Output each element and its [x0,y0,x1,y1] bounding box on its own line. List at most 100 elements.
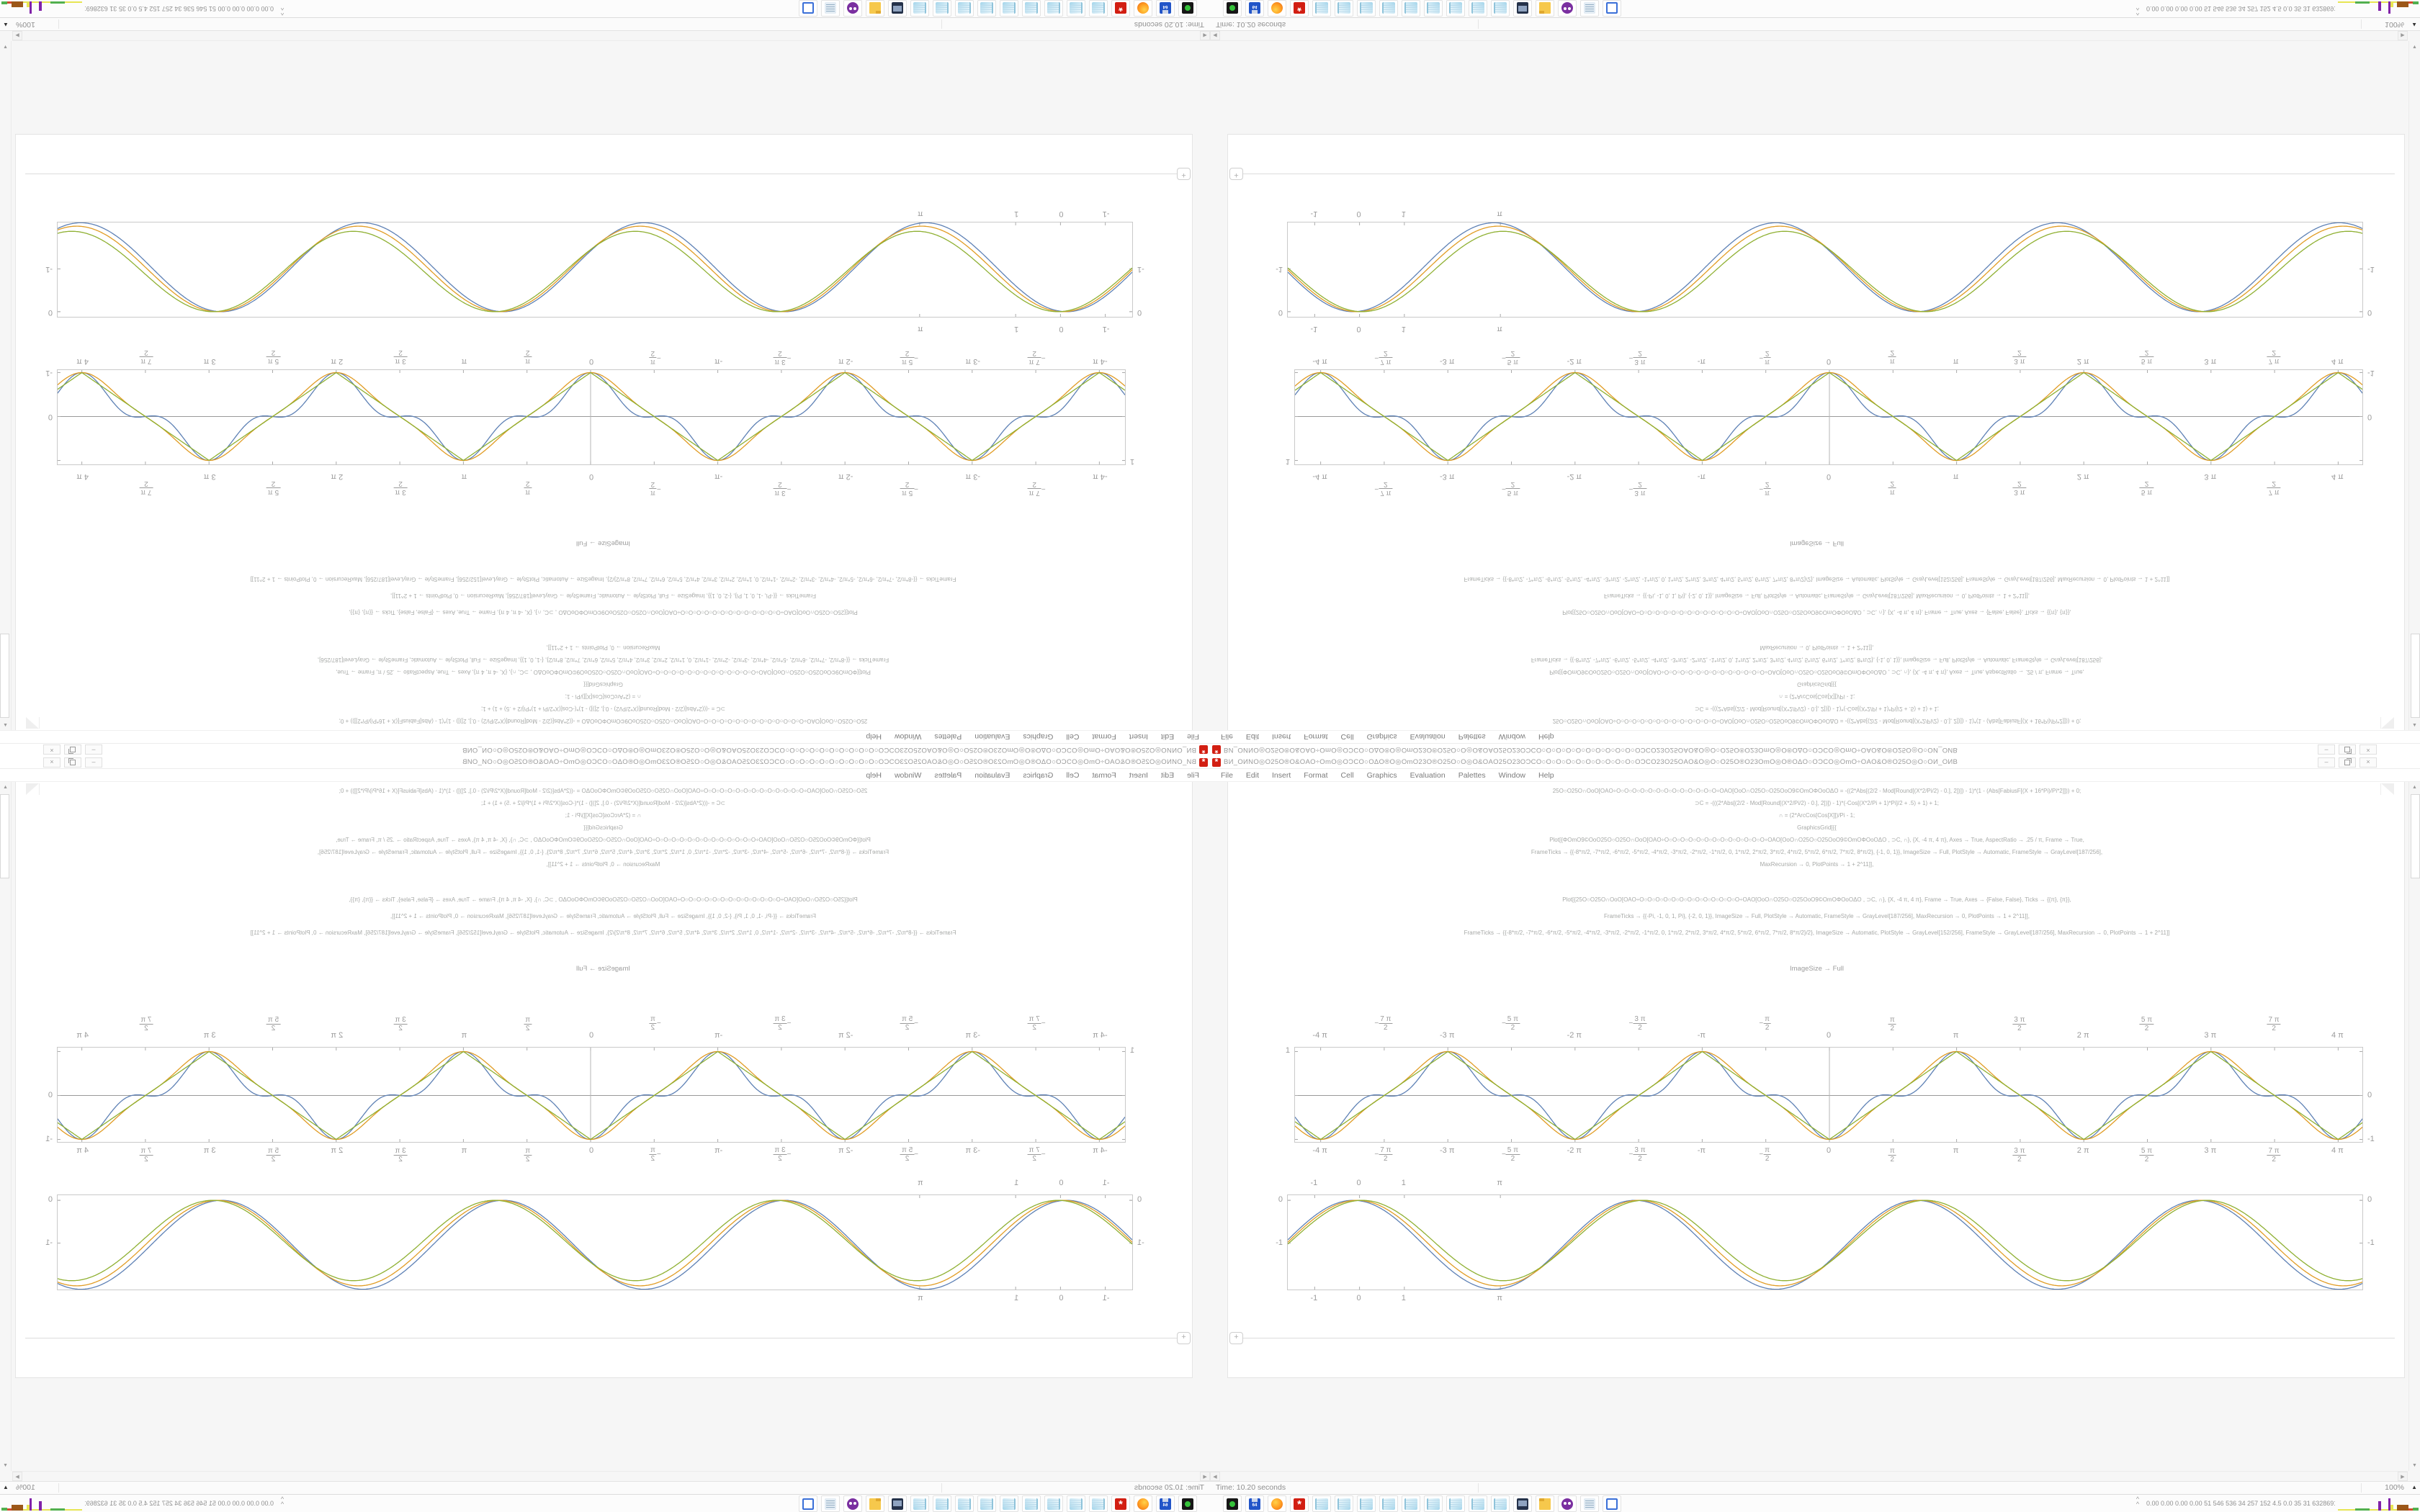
taskbar-button-notepad-icon-1[interactable] [1312,1495,1331,1512]
menu-edit[interactable]: Edit [1245,770,1260,780]
horizontal-scrollbar[interactable]: ◀ ▶ [1210,1471,2408,1481]
menu-graphics[interactable]: Graphics [1023,732,1054,742]
taskbar-button-notepad-icon-5[interactable] [1402,1495,1420,1512]
scroll-left-arrow-icon[interactable]: ◀ [1210,31,1220,40]
taskbar-button-notepad-icon-1[interactable] [1089,1495,1108,1512]
minimize-button[interactable]: – [85,757,102,768]
taskbar-button-notepad-icon-8[interactable] [1469,0,1487,17]
menu-help[interactable]: Help [866,732,882,742]
menu-file[interactable]: File [1187,770,1199,780]
taskbar-button-floppy-64-icon[interactable]: 64 [1245,1495,1264,1512]
taskbar-button-notepad-icon-6[interactable] [977,0,996,17]
taskbar-button-floppy-64-icon[interactable]: 64 [1156,0,1175,17]
menu-insert[interactable]: Insert [1129,732,1148,742]
taskbar-button-mathematica-icon[interactable]: * [1290,1495,1309,1512]
taskbar-button-window-frame-icon[interactable] [1603,1495,1621,1512]
menu-evaluation[interactable]: Evaluation [974,732,1010,742]
close-button[interactable]: × [2360,744,2377,755]
horizontal-scrollbar[interactable]: ◀ ▶ [1210,31,2408,41]
taskbar-button-notepad-icon-3[interactable] [1357,1495,1376,1512]
taskbar-button-floppy-64-icon[interactable]: 64 [1156,1495,1175,1512]
taskbar-button-folder-icon[interactable] [1536,1495,1554,1512]
cell-insert-plus-button[interactable]: + [1229,1332,1243,1344]
input-cell-code-block-1[interactable]: 25O○O25O∩OoO[OAO÷O○O○O○O○O○O○O○O○O○O○O○O… [1228,642,2406,727]
menu-file[interactable]: File [1221,770,1233,780]
menu-evaluation[interactable]: Evaluation [974,770,1010,780]
menu-insert[interactable]: Insert [1272,732,1291,742]
menu-palettes[interactable]: Palettes [934,770,962,780]
scroll-up-arrow-icon[interactable]: ▲ [0,719,11,730]
taskbar-button-notepad-icon-8[interactable] [1469,1495,1487,1512]
menu-edit[interactable]: Edit [1160,770,1175,780]
minimize-button[interactable]: – [2318,757,2335,768]
taskbar-button-folder-icon[interactable] [866,1495,884,1512]
taskbar-overflow-chevron-icon[interactable]: ^ ^ [280,4,284,17]
taskbar-button-firefox-icon[interactable] [1134,0,1152,17]
restore-button[interactable] [64,757,81,768]
minimize-button[interactable]: – [85,744,102,755]
taskbar-button-owl-app-icon[interactable] [1558,1495,1577,1512]
menu-edit[interactable]: Edit [1245,732,1260,742]
taskbar-button-owl-app-icon[interactable] [843,1495,862,1512]
horizontal-scrollbar[interactable]: ◀ ▶ [12,31,1210,41]
menu-edit[interactable]: Edit [1160,732,1175,742]
taskbar-button-folder-icon[interactable] [866,0,884,17]
menu-format[interactable]: Format [1092,732,1116,742]
magnification-value[interactable]: 100% [2385,1483,2404,1492]
menu-file[interactable]: File [1187,732,1199,742]
taskbar-button-firefox-icon[interactable] [1268,1495,1286,1512]
menu-file[interactable]: File [1221,732,1233,742]
menu-evaluation[interactable]: Evaluation [1410,732,1446,742]
magnification-dropdown-icon[interactable]: ▲ [2411,22,2417,28]
vertical-scrollbar-thumb[interactable] [0,794,9,878]
taskbar-button-gpu-utility-icon[interactable] [1178,0,1197,17]
menu-cell[interactable]: Cell [1066,770,1080,780]
taskbar-button-notepad-icon-7[interactable] [1446,1495,1465,1512]
scroll-down-arrow-icon[interactable]: ▼ [2409,41,2420,52]
scroll-up-arrow-icon[interactable]: ▲ [2409,719,2420,730]
taskbar-button-notepad-icon-3[interactable] [1044,0,1063,17]
taskbar-button-monitor-camera-icon[interactable] [888,0,907,17]
taskbar-button-notepad-icon-2[interactable] [1335,1495,1353,1512]
input-cell-code-block-2[interactable]: Plot[{25O○O25O∩OoO[OAO÷O○O○O○O○O○O○O○O○O… [14,891,1192,941]
menu-cell[interactable]: Cell [1340,770,1354,780]
vertical-scrollbar-thumb[interactable] [2411,794,2420,878]
input-cell-code-block-2[interactable]: Plot[{25O○O25O∩OoO[OAO÷O○O○O○O○O○O○O○O○O… [1228,891,2406,941]
menu-graphics[interactable]: Graphics [1366,770,1397,780]
restore-button[interactable] [2339,744,2356,755]
window-titlebar[interactable]: * BИ_OИNO◎O25O®O&OAO÷OmO◎OƆCO○OΔO®O◎OmO2… [0,756,1210,769]
menu-cell[interactable]: Cell [1340,732,1354,742]
window-titlebar[interactable]: * BИ_OИNO◎O25O®O&OAO÷OmO◎OƆCO○OΔO®O◎OmO2… [1210,756,2420,769]
scroll-right-arrow-icon[interactable]: ▶ [2398,1472,2408,1481]
menu-help[interactable]: Help [1538,770,1554,780]
close-button[interactable]: × [2360,757,2377,768]
vertical-scrollbar[interactable]: ▲ ▼ [0,41,12,730]
scroll-down-arrow-icon[interactable]: ▼ [0,1460,11,1471]
taskbar-button-notepad-icon-2[interactable] [1067,1495,1085,1512]
taskbar-button-notepad-icon-4[interactable] [1022,0,1041,17]
taskbar-button-owl-app-icon[interactable] [1558,0,1577,17]
menu-palettes[interactable]: Palettes [934,732,962,742]
vertical-scrollbar[interactable]: ▲ ▼ [0,782,12,1471]
close-button[interactable]: × [43,744,60,755]
taskbar-overflow-chevron-icon[interactable]: ^ ^ [280,1495,284,1508]
taskbar-button-notepad-icon-9[interactable] [910,1495,929,1512]
scroll-right-arrow-icon[interactable]: ▶ [12,1472,22,1481]
taskbar-button-notepad-icon-4[interactable] [1379,1495,1398,1512]
taskbar-button-notepad-icon-2[interactable] [1067,0,1085,17]
menu-window[interactable]: Window [1498,770,1526,780]
scroll-left-arrow-icon[interactable]: ◀ [1210,1472,1220,1481]
menu-insert[interactable]: Insert [1129,770,1148,780]
taskbar-button-gpu-utility-icon[interactable] [1178,1495,1197,1512]
magnification-value[interactable]: 100% [16,20,35,29]
taskbar-button-notepad-icon-9[interactable] [1491,1495,1510,1512]
taskbar-button-firefox-icon[interactable] [1268,0,1286,17]
taskbar-button-mathematica-icon[interactable]: * [1111,0,1130,17]
taskbar-button-notepad-icon-9[interactable] [1491,0,1510,17]
taskbar-button-notepad-icon-4[interactable] [1379,0,1398,17]
taskbar-button-notepad-icon-3[interactable] [1357,0,1376,17]
taskbar-button-folder-icon[interactable] [1536,0,1554,17]
magnification-value[interactable]: 100% [16,1483,35,1492]
taskbar-button-notepad-icon-5[interactable] [1000,0,1018,17]
taskbar-button-owl-app-icon[interactable] [843,0,862,17]
